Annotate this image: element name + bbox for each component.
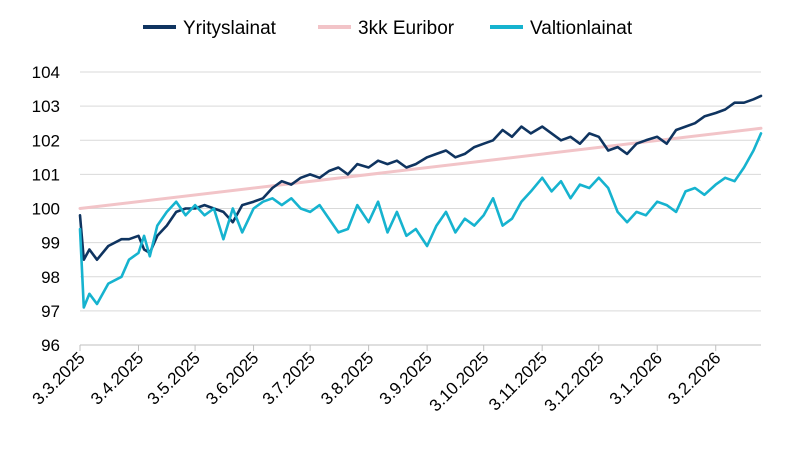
x-tick-label: 3.6.2025: [202, 348, 262, 408]
chart-legend: Yrityslainat 3kk Euribor Valtionlainat: [143, 18, 633, 39]
x-tick-label: 3.7.2025: [259, 348, 319, 408]
y-tick-label: 100: [32, 200, 60, 219]
x-tick-label: 3.2.2026: [664, 348, 724, 408]
chart-series: [78, 94, 763, 309]
y-axis: 96 97 98 99 100 101 102 103 104: [32, 63, 60, 355]
y-tick-label: 101: [32, 165, 60, 184]
y-tick-label: 103: [32, 97, 60, 116]
x-tick-label: 3.8.2025: [317, 348, 377, 408]
legend-label: 3kk Euribor: [358, 18, 455, 39]
x-tick-label: 3.11.2025: [485, 348, 551, 414]
legend-label: Valtionlainat: [530, 18, 633, 39]
series-line-valtionlainat: [78, 132, 763, 309]
x-tick-label: 3.3.2025: [29, 348, 89, 408]
series-line-3kk-euribor: [78, 126, 763, 210]
x-axis: 3.3.20253.4.20253.5.20253.6.20253.7.2025…: [29, 344, 761, 415]
x-tick-label: 3.4.2025: [87, 348, 147, 408]
x-tick-label: 3.5.2025: [144, 348, 204, 408]
series-line-yrityslainat: [78, 94, 763, 262]
y-tick-label: 104: [32, 63, 60, 82]
x-tick-label: 3.10.2025: [426, 348, 493, 415]
x-tick-label: 3.12.2025: [541, 348, 608, 415]
legend-label: Yrityslainat: [183, 18, 277, 39]
x-tick-label: 3.1.2026: [606, 348, 666, 408]
y-tick-label: 102: [32, 131, 60, 150]
y-tick-label: 98: [41, 268, 60, 287]
y-tick-label: 96: [41, 336, 60, 355]
y-tick-label: 99: [41, 234, 60, 253]
y-tick-label: 97: [41, 302, 60, 321]
